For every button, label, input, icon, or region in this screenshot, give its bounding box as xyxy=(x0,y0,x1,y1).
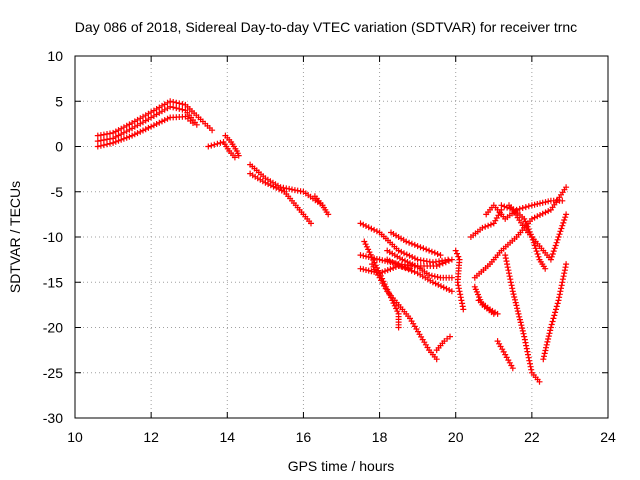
data-points xyxy=(205,139,238,161)
data-series xyxy=(94,98,570,385)
data-points xyxy=(311,193,332,218)
x-tick-label: 14 xyxy=(219,429,235,445)
y-tick-label: -20 xyxy=(43,320,63,336)
data-points xyxy=(540,261,570,363)
x-tick-label: 10 xyxy=(67,429,83,445)
data-points xyxy=(357,220,452,266)
data-points xyxy=(384,247,455,281)
series-arc-h xyxy=(311,193,332,218)
series-arc-o xyxy=(384,247,455,281)
data-points xyxy=(247,161,326,209)
series-arc-m xyxy=(369,261,440,363)
data-points xyxy=(498,202,570,263)
data-points xyxy=(471,184,570,281)
data-points xyxy=(357,263,413,277)
y-tick-label: 0 xyxy=(55,139,63,155)
data-points xyxy=(433,333,453,354)
series-arc-b xyxy=(94,103,200,145)
x-tick-label: 16 xyxy=(296,429,312,445)
y-tick-label: -30 xyxy=(43,410,63,426)
data-points xyxy=(361,238,402,331)
series-arc-aa xyxy=(502,252,543,385)
series-arc-u xyxy=(471,184,570,281)
series-arc-e xyxy=(222,132,242,159)
series-arc-l xyxy=(361,238,402,331)
y-tick-label: -5 xyxy=(51,184,64,200)
series-arc-y xyxy=(475,297,501,317)
series-arc-a xyxy=(94,98,216,139)
data-points xyxy=(475,297,501,317)
series-arc-d xyxy=(205,139,238,161)
data-points xyxy=(369,261,440,363)
series-arc-f xyxy=(247,161,326,209)
data-points xyxy=(247,170,314,227)
series-arc-w xyxy=(506,202,549,272)
series-arc-n xyxy=(433,333,453,354)
data-points xyxy=(222,132,242,159)
chart-title: Day 086 of 2018, Sidereal Day-to-day VTE… xyxy=(75,19,577,35)
series-arc-c xyxy=(94,113,196,150)
data-points xyxy=(94,98,216,139)
x-tick-label: 24 xyxy=(600,429,616,445)
x-tick-label: 12 xyxy=(143,429,159,445)
data-points xyxy=(506,202,549,272)
data-points xyxy=(94,103,200,145)
y-axis-label: SDTVAR / TECUs xyxy=(7,181,23,293)
x-tick-label: 18 xyxy=(372,429,388,445)
series-arc-k xyxy=(357,263,413,277)
series-arc-q xyxy=(384,256,455,295)
series-arc-r xyxy=(452,247,467,313)
y-tick-label: 10 xyxy=(47,48,63,64)
series-arc-g xyxy=(247,170,314,227)
y-tick-label: 5 xyxy=(55,93,63,109)
series-arc-z xyxy=(494,338,516,372)
data-points xyxy=(452,247,467,313)
x-tick-label: 22 xyxy=(524,429,540,445)
x-axis-label: GPS time / hours xyxy=(288,458,395,474)
data-points xyxy=(94,113,196,150)
y-tick-label: -15 xyxy=(43,274,63,290)
x-tick-label: 20 xyxy=(448,429,464,445)
y-tick-label: -25 xyxy=(43,365,63,381)
series-arc-p xyxy=(388,229,444,259)
data-points xyxy=(388,229,444,259)
data-points xyxy=(384,256,455,295)
series-arc-bb xyxy=(540,261,570,363)
series-arc-i xyxy=(357,220,452,266)
axis-ticks: 10 12 14 16 18 20 22 24 -30 -25 -20 -15 -10 -5 0 5 10 xyxy=(43,48,616,445)
series-arc-v xyxy=(498,202,570,263)
data-points xyxy=(494,338,516,372)
y-tick-label: -10 xyxy=(43,229,63,245)
data-points xyxy=(502,252,543,385)
